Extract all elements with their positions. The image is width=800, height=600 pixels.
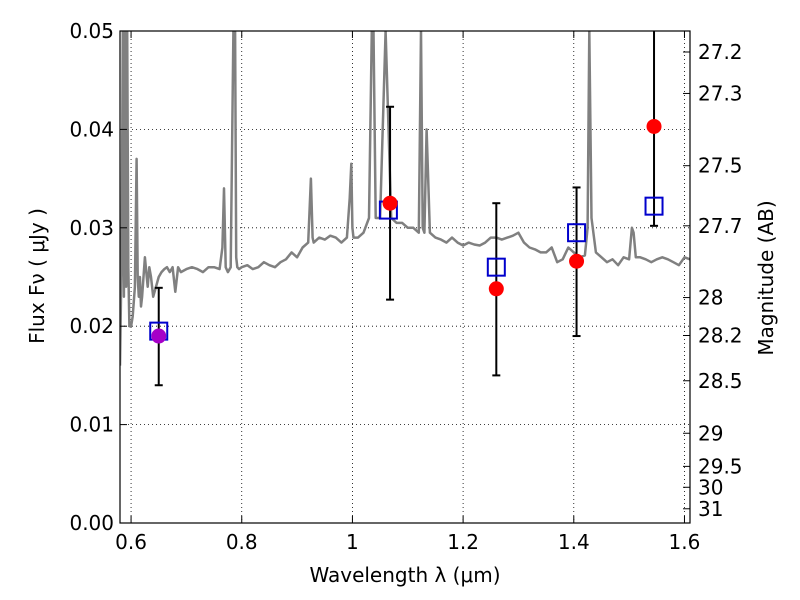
observed-circle-marker [151,328,167,344]
y2-tick-label: 28 [698,286,723,310]
y-tick-label: 0.02 [69,314,114,338]
x-tick-label: 1.2 [447,530,479,554]
observed-circle-marker [382,195,398,211]
y-axis-title: Flux Fν ( μJy ) [25,208,49,344]
observed-point-markers [151,118,662,344]
x-tick-label: 1.6 [669,530,701,554]
model-square-marker [567,223,587,243]
y2-tick-label: 27.2 [698,40,743,64]
y2-tick-label: 29 [698,421,723,445]
observed-circle-marker [646,118,662,134]
y2-tick-label: 27.3 [698,81,743,105]
y2-tick-label: 29.5 [698,454,743,478]
x-tick-label: 1 [346,530,359,554]
y-tick-label: 0.05 [69,19,114,43]
plot-frame [119,30,691,524]
y-tick-label: 0.01 [69,413,114,437]
y-tick-label: 0.03 [69,216,114,240]
x-axis-ticks: 0.6 0.8 1 1.2 1.4 1.6 [115,31,700,554]
y-tick-label: 0.00 [69,511,114,535]
observed-circle-marker [569,253,585,269]
x-tick-label: 1.4 [558,530,590,554]
model-square-marker [486,257,506,277]
x-tick-label: 0.6 [115,530,147,554]
x-axis-title: Wavelength λ (μm) [309,563,500,587]
y-axis-ticks: 0.00 0.01 0.02 0.03 0.04 0.05 [69,19,127,535]
observed-circle-marker [488,281,504,297]
y-tick-label: 0.04 [69,117,114,141]
x-tick-label: 0.8 [226,530,258,554]
y2-tick-label: 30 [698,475,723,499]
model-point-markers [149,196,664,341]
y2-tick-label: 27.5 [698,154,743,178]
y2-tick-label: 31 [698,497,723,521]
y2-tick-label: 28.2 [698,323,743,347]
y2-axis-title: Magnitude (AB) [754,200,778,355]
model-square-marker [644,196,664,216]
y2-tick-label: 28.5 [698,369,743,393]
y2-tick-label: 27.7 [698,214,743,238]
